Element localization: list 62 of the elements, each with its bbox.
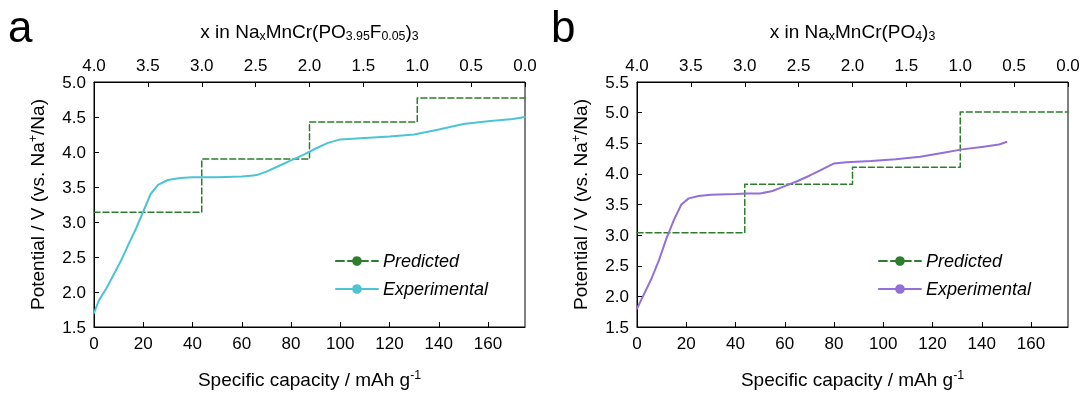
- x2-tick-label: 0.0: [1056, 56, 1080, 75]
- x-tick-label: 0: [632, 334, 642, 353]
- y-tick-label: 2.0: [605, 286, 629, 306]
- x-tick-label: 40: [726, 334, 745, 353]
- x-tick-label: 100: [326, 334, 355, 353]
- x-tick-label: 160: [473, 334, 503, 353]
- x2-tick-label: 1.5: [351, 56, 376, 75]
- x2-tick-label: 3.5: [136, 56, 160, 75]
- x-tick-label: 120: [918, 334, 947, 353]
- x2-tick-label: 2.0: [297, 56, 322, 75]
- y-tick-label: 1.5: [605, 317, 629, 337]
- x-tick-label: 120: [375, 334, 404, 353]
- x2-tick-label: 2.0: [840, 56, 865, 75]
- text: a: [8, 1, 33, 51]
- x2-tick-label: 1.5: [894, 56, 919, 75]
- x2-tick-label: 3.0: [189, 56, 214, 75]
- x-tick-label: 60: [775, 334, 795, 353]
- x-tick-label: 100: [869, 334, 898, 353]
- y-tick-label: 2.5: [605, 256, 629, 276]
- y-tick-label: 1.5: [62, 317, 86, 337]
- x2-tick-label: 0.5: [1002, 56, 1026, 75]
- legend-label: Experimental: [925, 279, 1032, 299]
- legend-label: Predicted: [925, 251, 1003, 271]
- y-tick-label: 4.5: [605, 133, 629, 153]
- legend-label: Experimental: [382, 279, 489, 299]
- y-tick-label: 4.0: [62, 142, 86, 162]
- x2-tick-label: 3.0: [732, 56, 757, 75]
- x2-tick-label: 4.0: [625, 56, 649, 75]
- y-tick-label: 3.0: [62, 212, 86, 232]
- legend-label: Predicted: [382, 251, 460, 271]
- y-tick-label: 2.5: [62, 247, 86, 267]
- x-tick-label: 20: [133, 334, 153, 353]
- x-tick-label: 160: [1016, 334, 1046, 353]
- y-tick-label: 3.5: [605, 195, 629, 214]
- x2-tick-label: 3.5: [679, 56, 703, 75]
- x2-tick-label: 2.5: [243, 56, 268, 75]
- y-tick-label: 5.0: [62, 72, 86, 92]
- y-tick-label: 3.0: [605, 225, 629, 245]
- y-tick-label: 2.0: [62, 282, 86, 302]
- x-tick-label: 140: [967, 334, 996, 353]
- y-tick-label: 4.5: [62, 107, 86, 127]
- x2-tick-label: 1.0: [948, 56, 973, 75]
- x-tick-label: 80: [281, 334, 301, 353]
- x-tick-label: 20: [676, 334, 696, 353]
- x2-tick-label: 2.5: [786, 56, 811, 75]
- line-series: [93, 116, 526, 314]
- x2-tick-label: 1.0: [405, 56, 430, 75]
- x-tick-label: 0: [89, 334, 99, 353]
- y-tick-label: 5.5: [605, 72, 629, 92]
- x-tick-label: 140: [424, 334, 453, 353]
- x2-tick-label: 0.0: [513, 56, 537, 75]
- y-axis-title: Potential / V (vs. Na+/Na): [569, 98, 592, 310]
- y-tick-label: 3.5: [62, 177, 86, 197]
- x-tick-label: 40: [183, 334, 202, 353]
- x2-tick-label: 4.0: [82, 56, 106, 75]
- x-tick-label: 60: [232, 334, 252, 353]
- y-tick-label: 5.0: [605, 103, 629, 123]
- y-tick-label: 4.0: [605, 164, 629, 184]
- text: b: [551, 1, 576, 51]
- y-axis-title: Potential / V (vs. Na+/Na): [26, 98, 49, 310]
- x-tick-label: 80: [824, 334, 844, 353]
- x2-tick-label: 0.5: [459, 56, 483, 75]
